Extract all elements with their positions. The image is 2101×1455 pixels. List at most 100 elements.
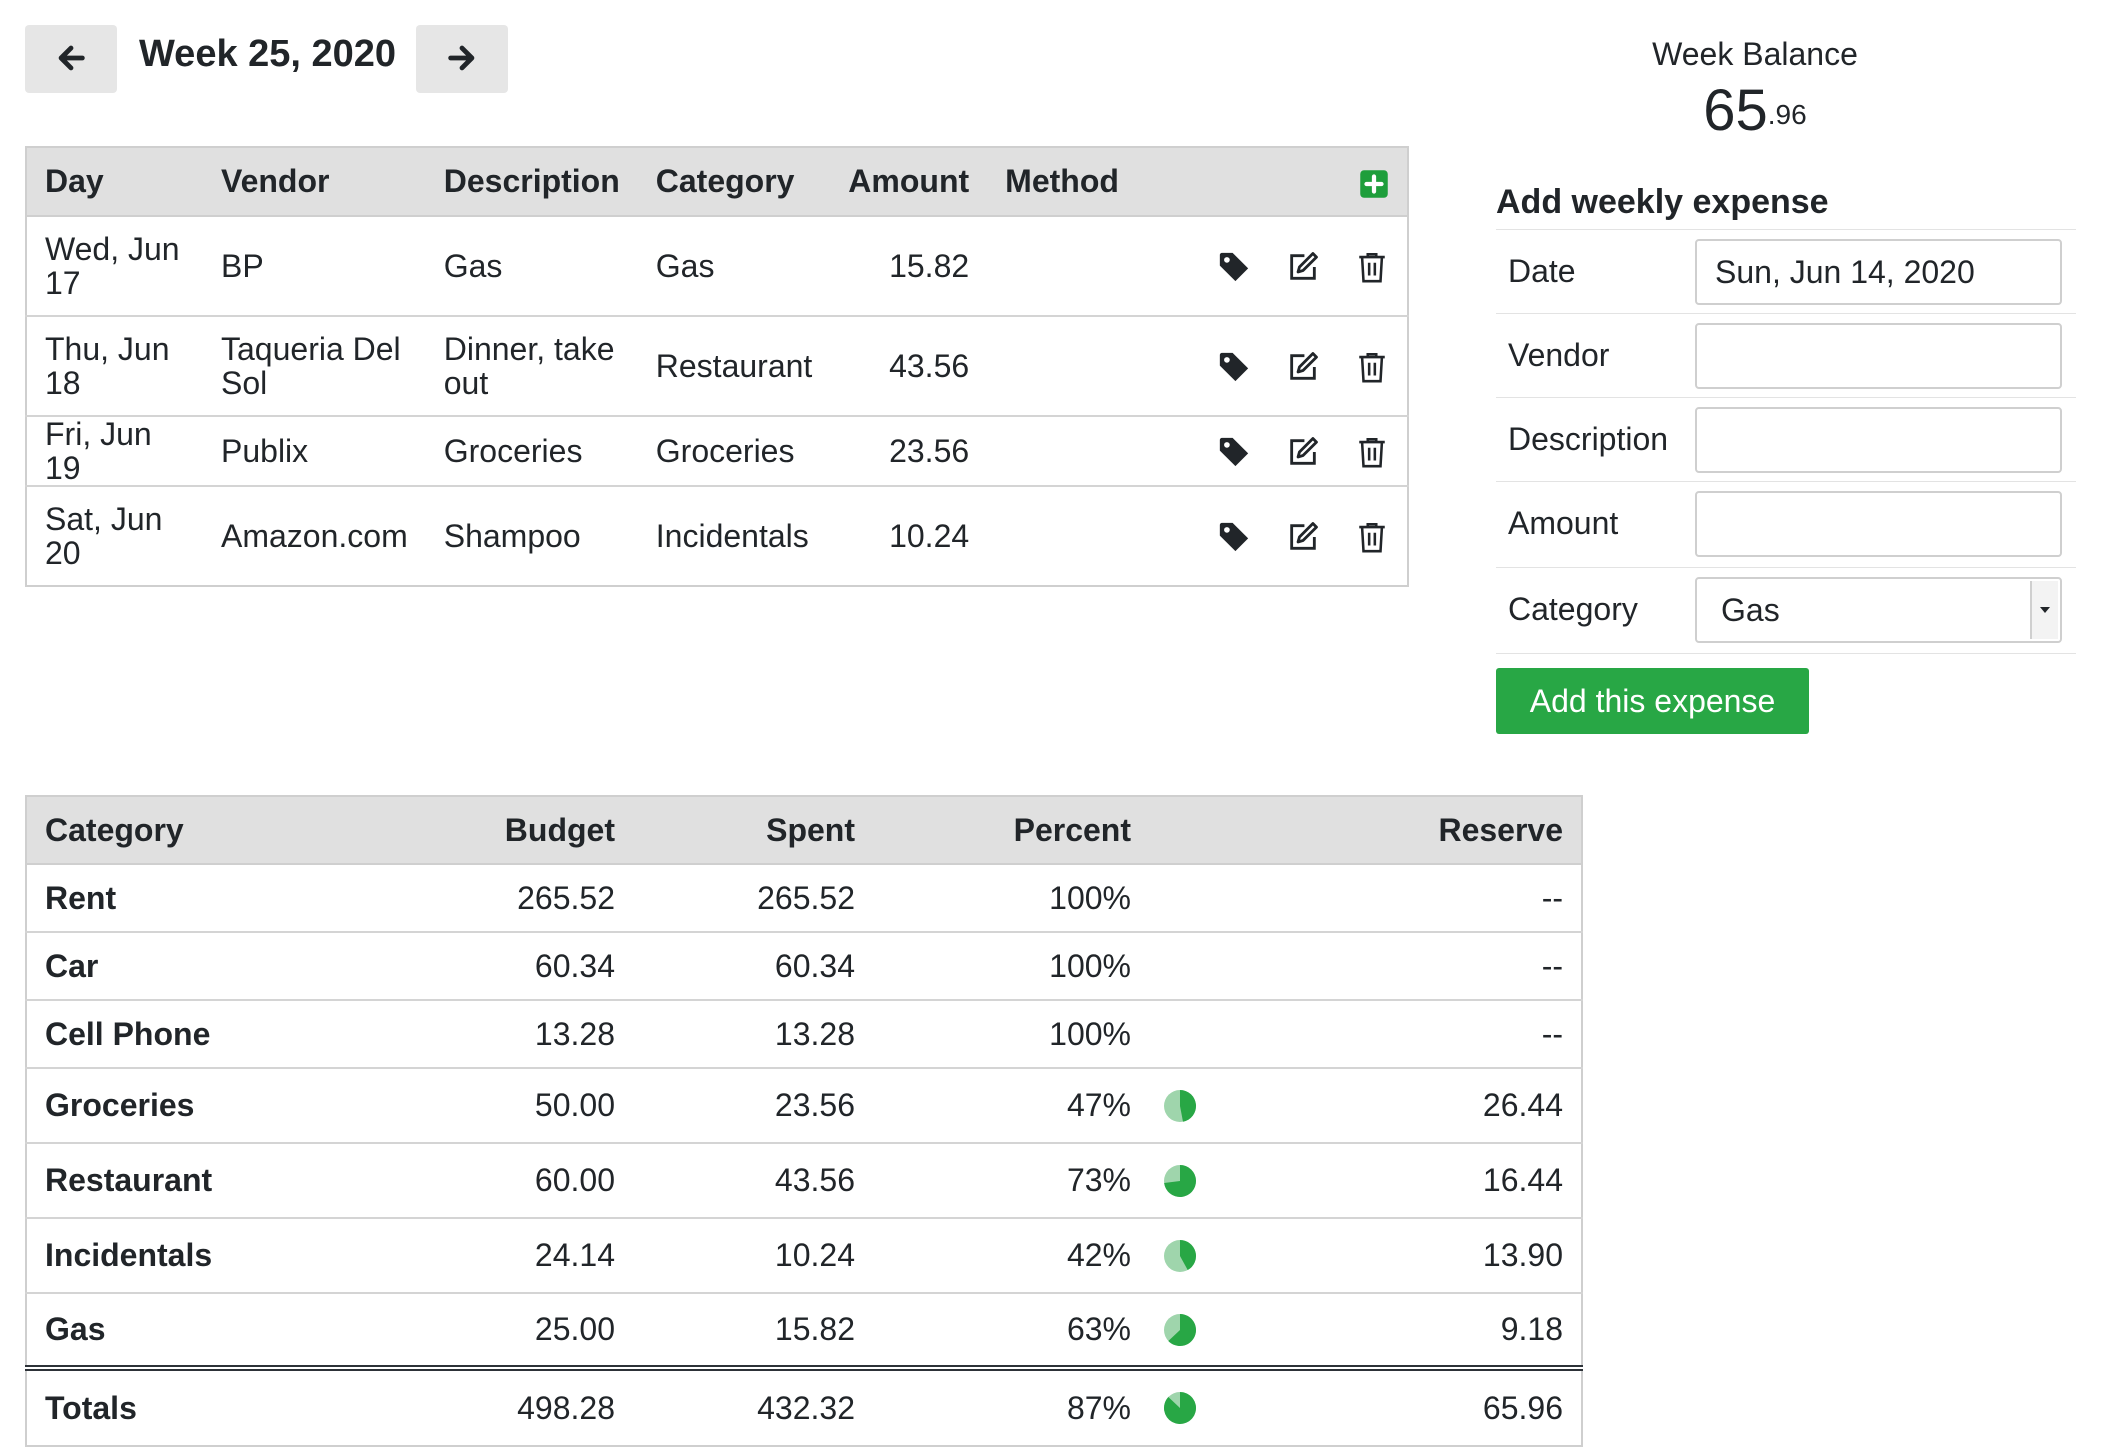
budget-spent: 15.82 [774, 1311, 855, 1347]
expenses-table: Day Vendor Description Category Amount M… [25, 146, 1409, 587]
next-week-button[interactable] [416, 25, 508, 93]
budget-spent: 23.56 [774, 1087, 855, 1123]
pie-fill-slice [1164, 1392, 1197, 1424]
budget-category: Car [45, 947, 99, 984]
budget-header-row: Category Budget Spent Percent Reserve [26, 796, 1582, 864]
arrow-left-icon [54, 41, 88, 78]
previous-week-button[interactable] [25, 25, 117, 93]
budget-percent: 100% [1049, 1015, 1131, 1052]
add-expense-button[interactable]: Add this expense [1496, 668, 1809, 734]
tag-icon[interactable] [1217, 350, 1251, 384]
totals-label: Totals [45, 1389, 137, 1426]
budget-percent: 47% [1066, 1087, 1131, 1123]
expense-vendor: Amazon.com [221, 518, 408, 554]
totals-reserve: 65.96 [1482, 1389, 1563, 1426]
budget-category: Rent [45, 879, 117, 916]
trash-icon[interactable] [1355, 350, 1389, 384]
arrow-right-icon [445, 41, 479, 78]
budget-reserve: -- [1541, 879, 1563, 916]
form-divider [1496, 653, 2076, 654]
edit-icon[interactable] [1286, 250, 1320, 284]
budget-category: Cell Phone [45, 1015, 211, 1052]
tag-icon[interactable] [1217, 520, 1251, 554]
edit-icon[interactable] [1286, 520, 1320, 554]
pie-fill-slice [1180, 1089, 1197, 1122]
column-header-percent: Percent [1013, 811, 1131, 848]
amount-field[interactable] [1695, 491, 2062, 557]
expense-row: Sat, Jun 20 Amazon.com Shampoo Incidenta… [26, 486, 1408, 586]
trash-icon[interactable] [1355, 435, 1389, 469]
budget-percent: 42% [1066, 1237, 1131, 1273]
expense-row: Wed, Jun 17 BP Gas Gas 15.82 [26, 216, 1408, 316]
column-header-spent: Spent [766, 811, 855, 848]
expense-actions [1137, 416, 1408, 486]
expense-row: Thu, Jun 18 Taqueria Del Sol Dinner, tak… [26, 316, 1408, 416]
totals-budget: 498.28 [517, 1389, 615, 1426]
budget-row: Car 60.34 60.34 100% -- [26, 932, 1582, 1000]
column-header-description: Description [443, 163, 620, 199]
amount-label: Amount [1508, 505, 1619, 541]
expense-description: Gas [443, 248, 503, 284]
expense-description: Dinner, take out [443, 331, 615, 401]
expense-category: Groceries [655, 433, 795, 469]
budget-spent: 60.34 [774, 947, 855, 984]
expense-category: Gas [655, 248, 715, 284]
expense-method [987, 316, 1137, 416]
budget-amount: 60.00 [534, 1162, 615, 1198]
expense-method [987, 486, 1137, 586]
description-row: Description [1496, 397, 2076, 481]
category-select-value: Gas [1721, 591, 1780, 628]
budget-reserve: 16.44 [1482, 1162, 1563, 1198]
expense-actions [1137, 316, 1408, 416]
budget-category: Groceries [45, 1087, 195, 1123]
budget-reserve: 26.44 [1482, 1087, 1563, 1123]
chevron-down-icon [2030, 581, 2058, 639]
plus-square-icon[interactable] [1359, 169, 1389, 199]
expense-description: Groceries [443, 433, 583, 469]
budget-category: Incidentals [45, 1237, 213, 1273]
category-row: Category Gas [1496, 567, 2076, 651]
trash-icon[interactable] [1355, 250, 1389, 284]
add-expense-header-cell [1137, 147, 1408, 216]
column-header-chart [1149, 796, 1203, 864]
budget-reserve: 9.18 [1500, 1311, 1563, 1347]
budget-row: Groceries 50.00 23.56 47% 26.44 [26, 1068, 1582, 1143]
budget-spent: 10.24 [774, 1237, 855, 1273]
budget-amount: 50.00 [534, 1087, 615, 1123]
totals-row: Totals 498.28 432.32 87% 65.96 [26, 1368, 1582, 1446]
expense-row: Fri, Jun 19 Publix Groceries Groceries 2… [26, 416, 1408, 486]
expense-amount: 15.82 [889, 248, 970, 284]
column-header-method: Method [1005, 163, 1119, 199]
week-balance-cents: .96 [1767, 99, 1807, 130]
vendor-field[interactable] [1695, 323, 2062, 389]
budget-percent: 100% [1049, 879, 1131, 916]
amount-row: Amount [1496, 481, 2076, 565]
budget-row: Rent 265.52 265.52 100% -- [26, 864, 1582, 932]
date-label: Date [1508, 253, 1576, 289]
totals-percent: 87% [1066, 1389, 1131, 1426]
trash-icon[interactable] [1355, 520, 1389, 554]
category-select[interactable]: Gas [1695, 577, 2062, 643]
budget-percent: 100% [1049, 947, 1131, 984]
expense-amount: 10.24 [889, 518, 970, 554]
pie-fill-slice [1168, 1313, 1197, 1346]
category-label: Category [1508, 591, 1638, 627]
budget-percent: 73% [1066, 1162, 1131, 1198]
week-title: Week 25, 2020 [139, 33, 397, 75]
column-header-category: Category [45, 811, 184, 848]
expense-vendor: Taqueria Del Sol [221, 331, 401, 401]
edit-icon[interactable] [1286, 350, 1320, 384]
column-header-reserve: Reserve [1438, 811, 1563, 848]
tag-icon[interactable] [1217, 435, 1251, 469]
budget-table: Category Budget Spent Percent Reserve Re… [25, 795, 1583, 1447]
expense-day: Wed, Jun 17 [45, 231, 180, 301]
tag-icon[interactable] [1217, 250, 1251, 284]
budget-reserve: -- [1541, 1015, 1563, 1052]
date-field[interactable] [1695, 239, 2062, 305]
edit-icon[interactable] [1286, 435, 1320, 469]
progress-pie-icon [1164, 1239, 1197, 1272]
expense-amount: 43.56 [889, 348, 970, 384]
expense-day: Sat, Jun 20 [45, 501, 163, 571]
description-field[interactable] [1695, 407, 2062, 473]
budget-category: Restaurant [45, 1162, 213, 1198]
